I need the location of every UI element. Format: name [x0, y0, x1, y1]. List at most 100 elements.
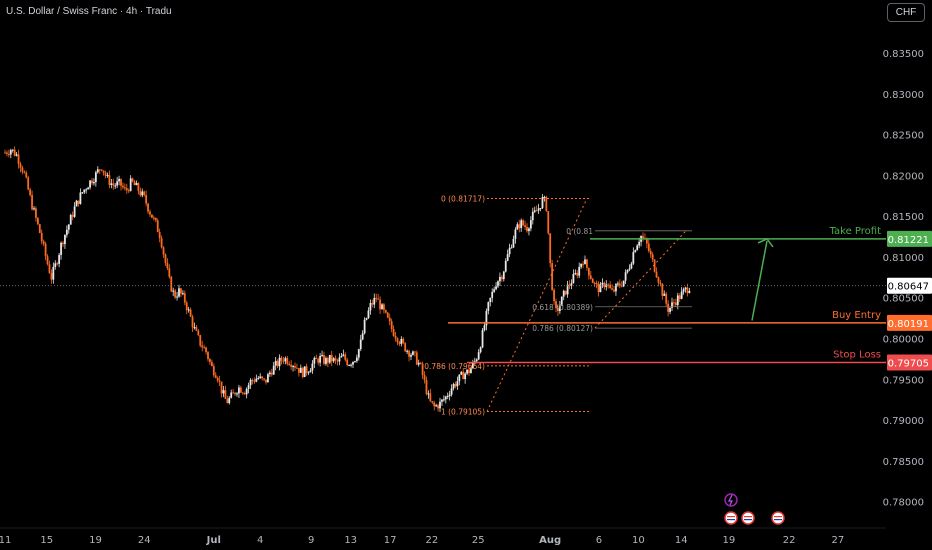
candle-body	[23, 171, 26, 173]
candle-body	[423, 375, 426, 381]
symbol-title: U.S. Dollar / Swiss Franc · 4h · Tradu	[6, 6, 172, 17]
candle-body	[110, 183, 113, 185]
candle-body	[234, 392, 236, 395]
x-tick-label: 27	[832, 535, 845, 546]
candle-body	[239, 387, 242, 393]
candle-body	[187, 309, 190, 311]
candle-body	[249, 379, 252, 386]
candle-body	[214, 375, 217, 378]
y-tick-label: 0.83500	[883, 49, 924, 60]
candle-body	[624, 272, 627, 281]
candle-body	[77, 200, 80, 204]
candle-body	[232, 392, 235, 394]
candle-body	[647, 243, 650, 252]
candle-body	[586, 259, 588, 268]
candle-body	[464, 373, 467, 380]
candle-body	[54, 263, 57, 267]
lightning-bolt-icon	[728, 494, 733, 506]
y-tick-label: 0.83000	[883, 90, 924, 101]
candle-body	[207, 352, 209, 360]
fib-level-label: 1 (0.79105)	[441, 407, 485, 416]
candle-body	[483, 325, 486, 331]
candle-body	[460, 371, 463, 375]
candle-body	[317, 359, 320, 363]
x-tick-label: 9	[308, 535, 314, 546]
candle-body	[661, 283, 664, 296]
currency-selector[interactable]: CHF	[887, 3, 925, 22]
candle-body	[367, 310, 370, 318]
candle-body	[446, 395, 449, 397]
candle-body	[94, 172, 97, 182]
candle-body	[321, 354, 323, 356]
candle-body	[475, 359, 478, 362]
candle-body	[15, 154, 18, 156]
candle-body	[33, 208, 35, 210]
candle-body	[514, 229, 517, 239]
price-levels: Take Profit 0.81221 Buy Entry 0.80191 Stop L…	[0, 226, 932, 371]
candle-body	[174, 290, 177, 298]
y-tick-label: 0.82500	[883, 131, 924, 142]
candle-body	[96, 169, 99, 173]
candle-body	[158, 232, 161, 239]
x-tick-label: 22	[426, 535, 439, 546]
candle-body	[91, 180, 93, 184]
candle-body	[576, 273, 579, 276]
candle-body	[93, 181, 95, 184]
candle-body	[607, 284, 610, 286]
candle-body	[678, 295, 681, 299]
candle-body	[471, 362, 474, 369]
y-tick-label: 0.79000	[883, 416, 924, 427]
candle-body	[626, 269, 629, 273]
candle-body	[294, 366, 296, 368]
candle-body	[549, 233, 552, 264]
candle-body	[618, 283, 621, 286]
candle-body	[568, 284, 571, 286]
candle-body	[245, 388, 248, 395]
y-tick-label: 0.80000	[883, 334, 924, 345]
candle-body	[29, 189, 32, 196]
level-price-label: 0.81221	[888, 235, 929, 246]
candle-body	[365, 317, 368, 320]
candle-body	[504, 260, 507, 272]
fibonacci-retracements: 0 (0.81717) 0.786 (0.79664) 1 (0.79105) 0 (…	[424, 194, 692, 416]
candle-body	[537, 208, 540, 211]
candle-body	[657, 277, 660, 283]
candle-body	[212, 365, 215, 376]
candle-body	[630, 263, 633, 269]
candle-body	[518, 224, 521, 229]
candle-body	[185, 302, 188, 311]
x-tick-label: 22	[783, 535, 796, 546]
candle-body	[156, 220, 159, 233]
candle-body	[131, 178, 134, 182]
candle-body	[543, 196, 546, 198]
candle-body	[67, 224, 70, 230]
flag-stripe-icon	[774, 519, 782, 521]
candle-body	[38, 224, 41, 233]
candle-body	[562, 290, 565, 297]
candle-body	[348, 365, 351, 367]
candle-body	[487, 302, 490, 311]
candle-body	[499, 276, 501, 282]
candle-body	[458, 374, 461, 382]
candle-body	[46, 256, 49, 265]
candle-body	[6, 152, 8, 154]
candle-body	[288, 363, 291, 365]
candle-body	[205, 347, 207, 353]
candle-body	[280, 357, 283, 361]
candle-body	[462, 371, 465, 380]
y-tick-label: 0.81500	[883, 212, 924, 223]
candle-body	[13, 149, 16, 156]
candle-body	[195, 327, 198, 331]
candle-body	[181, 293, 184, 295]
y-tick-label: 0.80500	[883, 294, 924, 305]
candle-body	[307, 372, 310, 374]
candle-body	[570, 283, 573, 286]
candle-body	[98, 169, 101, 171]
candle-body	[180, 288, 182, 294]
candle-body	[497, 281, 499, 287]
candle-body	[328, 354, 331, 363]
candle-body	[388, 317, 391, 322]
candle-body	[396, 338, 399, 343]
flag-stripe-icon	[744, 519, 752, 521]
